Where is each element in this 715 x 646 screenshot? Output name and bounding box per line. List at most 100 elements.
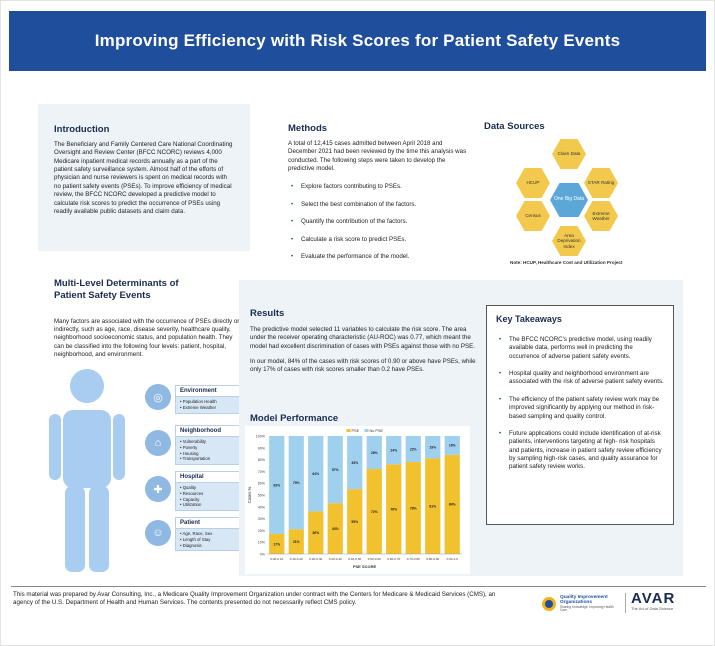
legend-swatch-pse [346,429,351,432]
data-label-pse: 55% [351,520,358,524]
x-tick-label: 0.00-0.10 [270,557,283,561]
x-tick-label: 0.60-0.70 [387,557,400,561]
data-label-pse: 36% [312,531,319,535]
takeaways-list: The BFCC NCORC's predictive model, using… [496,336,664,472]
methods-step: Evaluate the performance of the model. [288,253,468,262]
x-tick-label: 0.90-1.0 [447,557,459,561]
y-tick-label: 70% [258,470,266,474]
intro-panel: Introduction The Beneficiary and Family … [38,104,250,251]
bar-no-pse [366,436,382,470]
data-label-no-pse: 22% [410,447,417,451]
x-tick-label: 0.30-0.40 [329,557,342,561]
bar-no-pse [405,436,421,462]
bar-no-pse [269,436,285,534]
results-heading: Results [250,308,285,319]
y-tick-label: 40% [258,505,266,509]
x-tick-label: 0.80-0.90 [426,557,439,561]
data-label-no-pse: 64% [312,472,319,476]
hex-hcup: HCUP [516,168,550,198]
data-sources-heading: Data Sources [484,121,545,132]
page-title: Improving Efficiency with Risk Scores fo… [9,11,706,71]
x-axis-label: PSE SCORE [353,564,377,569]
methods-step: Calculate a risk score to predict PSEs. [288,236,468,245]
methods-section: Methods A total of 12,415 cases admitted… [288,123,468,270]
y-tick-label: 100% [256,435,266,439]
bar-no-pse [425,436,441,459]
bar-no-pse [347,436,363,490]
model-performance-heading: Model Performance [250,413,339,424]
level-item: Population Health [180,399,239,405]
globe-icon: ◎ [145,384,171,410]
level-item: Length of Stay [180,537,239,543]
methods-step: Quantify the contribution of the factors… [288,218,468,227]
data-label-pse: 78% [410,506,417,510]
data-label-no-pse: 57% [332,468,339,472]
results-p2: In our model, 84% of the cases with risk… [250,358,476,374]
methods-step: Select the best combination of the facto… [288,201,468,210]
hex-census: Census [516,201,550,231]
avar-logo-wordmark: AVAR [631,590,676,607]
hex-star-rating: STAR Rating [584,168,618,198]
avar-logo-tagline: The Art of Data Science [631,606,674,611]
human-figure [49,369,125,572]
level-hospital: Hospital Quality Resources Capacity Util… [175,471,244,512]
level-item: Capacity [180,497,239,503]
qio-logo-title: Quality Improvement Organizations [560,595,608,606]
bar-pse [366,469,382,554]
qio-logo-text: Quality Improvement Organizations Sharin… [560,595,620,613]
bar-pse [308,511,324,554]
methods-text: A total of 12,415 cases admitted between… [288,140,467,173]
data-sources-note: Note: HCUP, Healthcare Cost and Utilizat… [510,260,623,265]
qio-logo: Quality Improvement Organizations Sharin… [541,593,621,615]
x-tick-label: 0.70-0.80 [407,557,420,561]
data-label-pse: 76% [390,507,397,511]
level-item: Diagnosis [180,543,239,549]
data-label-pse: 72% [371,510,378,514]
level-item: Poverty [180,445,239,451]
data-label-no-pse: 83% [273,483,280,487]
level-name: Neighborhood [176,426,243,437]
footer-text: This material was prepared by Avar Consu… [13,591,496,607]
determinants-heading: Multi-Level Determinants of Patient Safe… [54,278,179,301]
methods-steps: Explore factors contributing to PSEs. Se… [288,183,468,261]
bar-no-pse [444,436,460,455]
y-tick-label: 80% [258,458,266,462]
x-tick-label: 0.10-0.20 [290,557,303,561]
bar-no-pse [308,436,324,512]
bar-no-pse [288,436,304,530]
level-item: Utilization [180,502,239,508]
data-label-pse: 17% [273,542,280,546]
y-tick-label: 20% [258,529,266,533]
bar-no-pse [327,436,343,504]
results-p1: The predictive model selected 11 variabl… [250,326,475,350]
level-item: Vulnerability [180,439,239,445]
data-sources-diagram: Claim Data STAR Rating Extreme Weather A… [484,135,684,256]
bar-pse [386,464,402,554]
y-tick-label: 30% [258,517,266,521]
data-label-pse: 81% [429,505,436,509]
level-environment: Environment Population Health Extreme We… [175,385,244,414]
data-label-no-pse: 16% [449,444,456,448]
bar-pse [269,533,285,554]
methods-step: Explore factors contributing to PSEs. [288,183,468,192]
logo-divider [625,593,626,613]
determinants-section: Multi-Level Determinants of Patient Safe… [54,278,244,360]
intro-heading: Introduction [54,124,110,135]
bar-pse [444,454,460,554]
data-label-pse: 43% [332,527,339,531]
neighborhood-icon: ⌂ [145,430,171,456]
bar-pse [405,461,421,554]
y-tick-label: 90% [258,446,266,450]
level-item: Age, Race, Sex [180,531,239,537]
y-tick-label: 50% [258,494,266,498]
takeaway-item: Future applications could include identi… [496,430,664,472]
level-name: Hospital [176,472,243,483]
bar-pse [327,503,343,554]
avar-logo: AVAR The Art of Data Science [631,591,701,611]
intro-text: The Beneficiary and Family Centered Care… [54,141,233,215]
footer-divider [11,586,706,587]
model-performance-chart: 100% 90% 80% 70% 60% 50% 40% 30% 20% 10% 0% Cases %… [245,426,470,574]
legend-label-pse: PSE [352,429,360,433]
y-axis-label: Cases % [247,486,252,503]
